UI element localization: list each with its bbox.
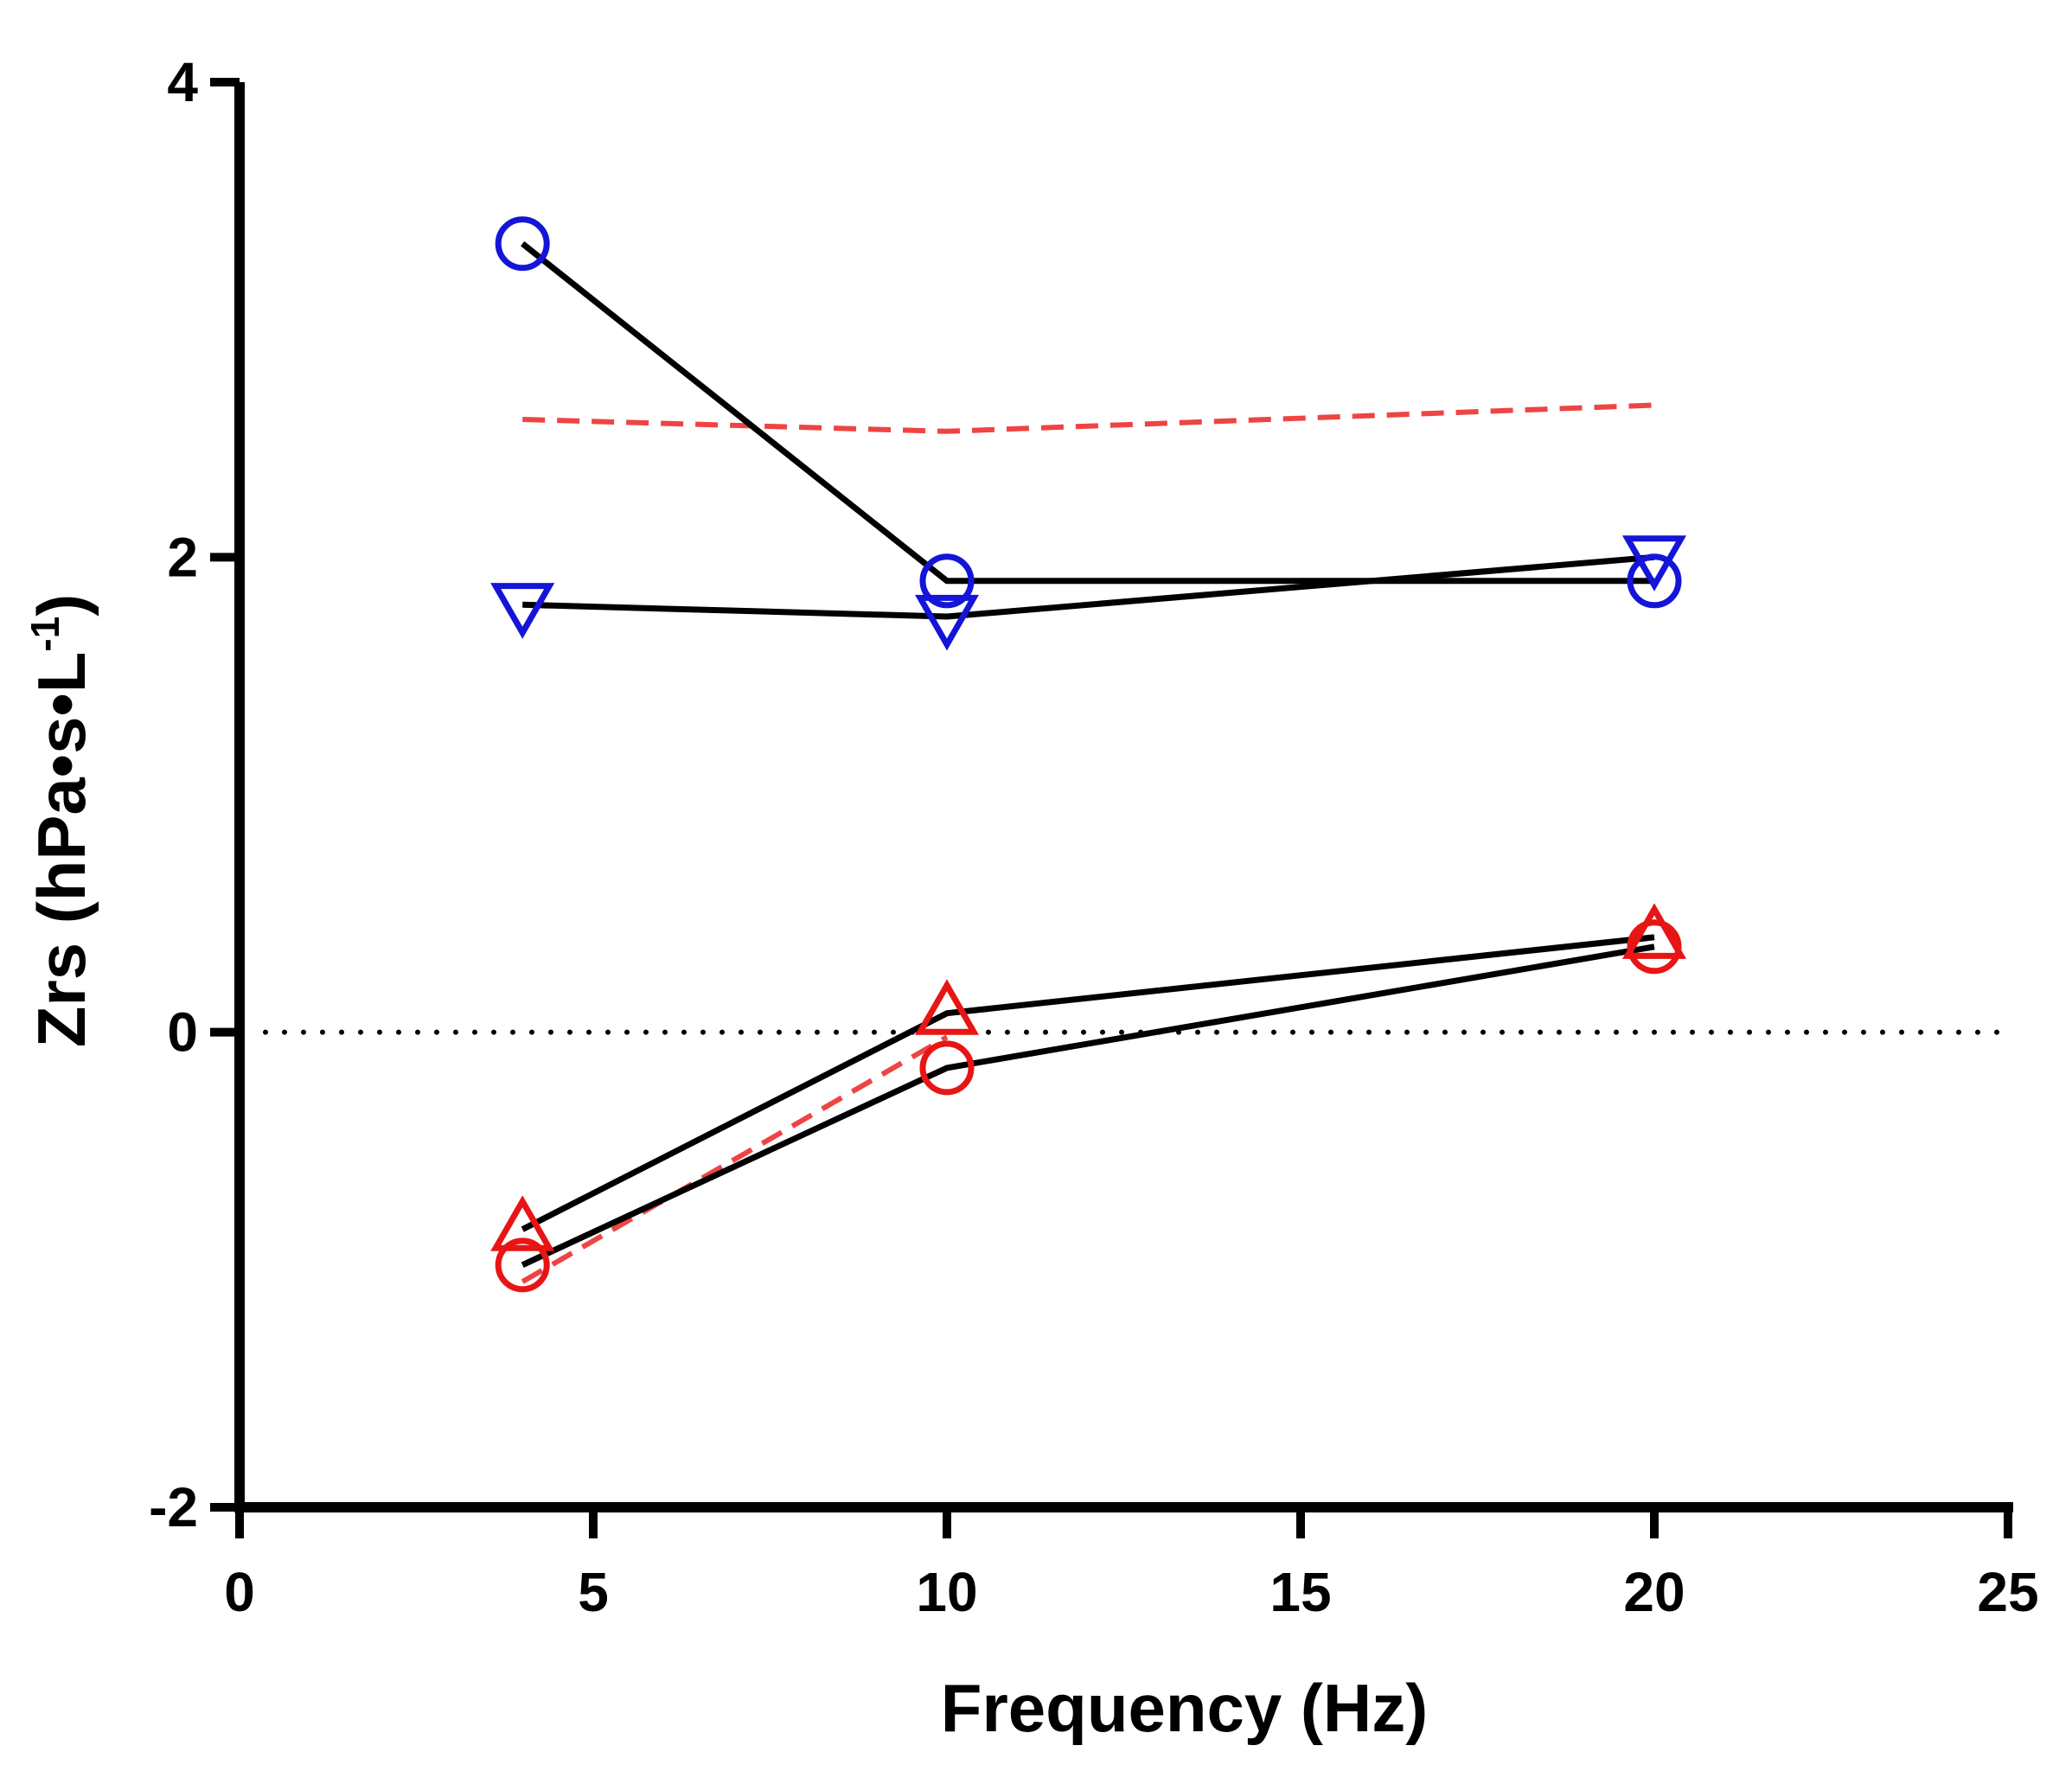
x-tick-label: 10: [916, 1561, 977, 1623]
y-axis-title-close: ): [23, 594, 99, 617]
reactance-circle-point-2: [919, 1040, 975, 1096]
x-tick-label: 15: [1269, 1561, 1331, 1623]
reactance-triangle-up-point-3: [1621, 903, 1687, 959]
reactance-circle-point-1: [495, 1237, 550, 1293]
resistance-circle-point-3: [1627, 553, 1682, 609]
reactance-triangle-up-point-2: [914, 979, 980, 1035]
x-axis-title: Frequency (Hz): [941, 1670, 1428, 1746]
resistance-triangle-down-point-3: [1621, 535, 1687, 591]
resistance-triangle-down-line: [522, 553, 1655, 620]
series-markers-layer: [490, 216, 1687, 1293]
reactance-reference-line: [521, 1034, 949, 1284]
resistance-triangle-down-point-2: [914, 594, 980, 651]
resistance-circle-line: [521, 241, 1654, 585]
x-tick-label: 0: [224, 1561, 255, 1623]
y-tick-label: 4: [167, 51, 198, 113]
reactance-circle-point-3: [1627, 919, 1682, 975]
series-lines-layer: [521, 241, 1655, 1284]
resistance-circle-point-1: [495, 216, 550, 272]
reactance-triangle-up-point-1: [490, 1195, 555, 1251]
y-tick-label: -2: [149, 1476, 198, 1538]
labels-layer: -2 0 2 4 0 5 10 15 20 25 Frequency (Hz) Zrs (hPa•s•…: [22, 51, 2039, 1746]
x-tick-label: 25: [1977, 1561, 2038, 1623]
y-axis-title-main: Zrs (hPa•s•L: [23, 652, 99, 1048]
y-tick-label: 0: [167, 1001, 198, 1064]
x-tick-label: 5: [578, 1561, 609, 1623]
y-tick-label: 2: [167, 526, 198, 588]
y-axis-title-superscript: -1: [22, 617, 67, 652]
reactance-triangle-up-line: [521, 934, 1655, 1232]
resistance-circle-point-2: [919, 553, 975, 609]
resistance-reference-line: [522, 402, 1655, 434]
y-axis-title: Zrs (hPa•s•L-1): [22, 594, 99, 1048]
reactance-circle-line: [521, 943, 1655, 1268]
resistance-triangle-down-point-1: [490, 583, 555, 639]
axes-layer: [210, 78, 2013, 1538]
x-tick-label: 20: [1623, 1561, 1685, 1623]
